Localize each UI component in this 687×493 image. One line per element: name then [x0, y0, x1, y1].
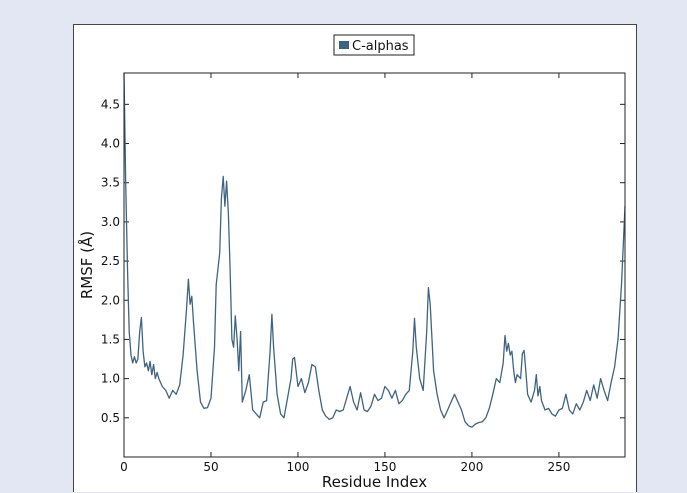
y-tick-label: 2.0 [101, 293, 120, 307]
x-tick-label: 150 [373, 460, 396, 474]
y-tick-label: 0.5 [101, 411, 120, 425]
y-tick-label: 2.5 [101, 254, 120, 268]
y-tick-label: 3.5 [101, 176, 120, 190]
y-tick-label: 3.0 [101, 215, 120, 229]
legend-box [333, 34, 415, 56]
x-tick-label: 250 [547, 460, 570, 474]
x-tick-label: 100 [287, 460, 310, 474]
y-axis-label: RMSF (Å) [77, 231, 96, 299]
series-line-c-alphas [123, 72, 626, 428]
x-axis-label: Residue Index [322, 473, 427, 491]
x-axis-ticks: 0 50 100 150 200 250 [120, 73, 570, 474]
legend-swatch-c-alphas [339, 41, 349, 49]
plot-area-frame [123, 72, 626, 458]
legend-label-c-alphas: C-alphas [352, 39, 409, 54]
x-tick-label: 0 [120, 460, 128, 474]
chart-figure: 0.5 1.0 1.5 2.0 2.5 3.0 3.5 4.0 4.5 0 50 100 150 200… [73, 24, 637, 492]
x-tick-label: 50 [203, 460, 218, 474]
x-tick-label: 200 [460, 460, 483, 474]
y-tick-label: 1.0 [101, 372, 120, 386]
y-tick-label: 4.5 [101, 97, 120, 111]
chart-svg: 0.5 1.0 1.5 2.0 2.5 3.0 3.5 4.0 4.5 0 50 100 150 200… [77, 34, 626, 491]
y-tick-label: 4.0 [101, 137, 120, 151]
legend: C-alphas [333, 34, 415, 56]
y-axis-ticks: 0.5 1.0 1.5 2.0 2.5 3.0 3.5 4.0 4.5 [101, 97, 625, 425]
y-tick-label: 1.5 [101, 332, 120, 346]
